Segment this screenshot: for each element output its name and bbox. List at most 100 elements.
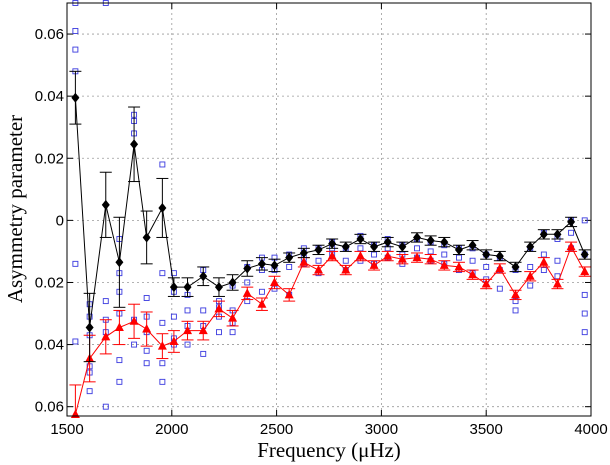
data-point	[286, 263, 293, 270]
data-point	[454, 244, 463, 255]
data-point	[72, 46, 79, 53]
data-point	[228, 313, 238, 322]
data-point	[539, 257, 549, 266]
data-point	[553, 229, 562, 240]
data-point	[342, 257, 349, 264]
data-point	[200, 350, 207, 357]
y-tick-label: 0.06	[35, 26, 64, 43]
data-point	[143, 295, 150, 301]
data-point	[200, 307, 207, 314]
data-point	[581, 310, 588, 317]
y-tick-label: 0.04	[35, 337, 64, 354]
data-point	[157, 341, 167, 350]
data-point	[495, 263, 505, 272]
data-point	[184, 341, 191, 348]
data-point	[412, 252, 422, 262]
data-point	[469, 257, 476, 264]
data-point	[581, 217, 588, 224]
data-point	[482, 249, 491, 260]
data-point	[159, 319, 166, 326]
data-point	[371, 251, 378, 258]
data-point	[243, 263, 252, 274]
data-point	[512, 307, 519, 314]
data-point	[383, 251, 393, 260]
data-point	[101, 199, 110, 210]
data-point	[142, 324, 152, 333]
data-point	[130, 139, 139, 150]
y-axis-ticks: 0.06 0.04 0.02 0 0.02 0.04 0.06	[35, 26, 591, 416]
data-point	[426, 235, 435, 246]
data-point	[440, 237, 449, 248]
data-point	[199, 271, 208, 282]
x-tick-label: 4000	[574, 421, 607, 438]
data-point	[552, 279, 562, 288]
data-point	[131, 341, 138, 348]
data-point	[580, 266, 590, 276]
y-axis-label: Asymmetry parameter	[3, 115, 27, 303]
x-tick-label: 2500	[260, 421, 293, 438]
data-point	[481, 279, 491, 288]
series-diamond	[69, 70, 591, 363]
data-point	[115, 257, 124, 268]
data-point	[511, 261, 520, 272]
data-point	[355, 251, 365, 260]
data-point	[169, 336, 179, 345]
y-tick-label: 0.02	[35, 150, 64, 167]
data-point	[483, 263, 490, 270]
data-point	[242, 288, 252, 297]
data-point	[328, 238, 337, 249]
data-point	[284, 289, 294, 299]
data-point	[454, 261, 464, 271]
data-point	[169, 282, 178, 293]
data-point	[314, 265, 324, 274]
data-point	[357, 245, 364, 252]
data-point	[539, 229, 548, 240]
y-tick-label: 0.06	[35, 399, 64, 416]
data-point	[86, 388, 93, 395]
data-point	[229, 329, 236, 336]
data-point	[554, 257, 561, 264]
data-point	[142, 232, 151, 243]
data-point	[72, 260, 79, 267]
data-point	[525, 271, 535, 280]
data-point	[566, 241, 576, 251]
data-point	[159, 378, 166, 385]
data-point	[270, 260, 279, 271]
data-point	[85, 322, 94, 333]
data-point	[72, 338, 79, 345]
data-point	[414, 245, 420, 252]
data-point	[581, 291, 588, 298]
data-point	[496, 285, 503, 292]
x-tick-label: 2000	[155, 421, 188, 438]
data-point	[456, 254, 462, 261]
data-point	[397, 254, 407, 263]
data-point	[270, 277, 280, 286]
data-point	[527, 263, 534, 270]
data-point	[258, 288, 265, 295]
data-point	[184, 307, 191, 314]
data-point	[159, 161, 166, 168]
data-point	[216, 329, 222, 336]
data-point	[327, 251, 337, 260]
data-point	[540, 267, 547, 274]
data-point	[102, 298, 109, 305]
data-point	[244, 279, 251, 286]
data-point	[370, 241, 379, 252]
data-point	[170, 313, 177, 320]
y-tick-label: 0.04	[35, 88, 64, 105]
data-point	[116, 357, 123, 364]
data-point	[198, 325, 208, 335]
data-point	[158, 202, 167, 213]
data-point	[183, 325, 193, 335]
data-point	[567, 216, 576, 227]
data-point	[116, 378, 123, 385]
y-tick-label: 0	[56, 212, 64, 229]
data-point	[143, 347, 150, 354]
x-tick-label: 1500	[50, 421, 83, 438]
data-point	[356, 234, 365, 244]
data-point	[511, 289, 521, 299]
data-point	[369, 260, 379, 269]
x-tick-label: 3000	[365, 421, 398, 438]
data-point	[214, 282, 223, 293]
